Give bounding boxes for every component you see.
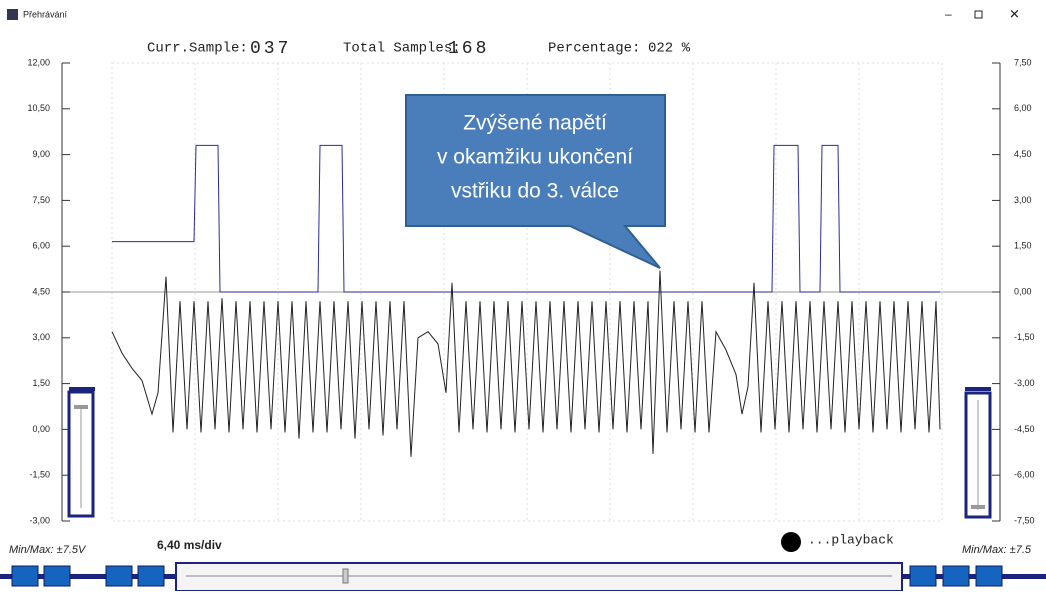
y2-tick-label: 7,50: [1014, 57, 1032, 67]
y-tick-label: 7,50: [32, 195, 50, 205]
y2-tick-label: -6,00: [1014, 470, 1035, 480]
toolbar: [0, 562, 1046, 592]
y-tick-label: 3,00: [32, 332, 50, 342]
seek-knob[interactable]: [342, 568, 349, 584]
seek-bar[interactable]: [175, 562, 903, 592]
y-tick-label: -3,00: [29, 515, 50, 525]
y-tick-label: 4,50: [32, 286, 50, 296]
y-tick-label: 0,00: [32, 424, 50, 434]
pct-value: 022 %: [648, 41, 691, 57]
total-label: Total Samples:: [343, 41, 461, 57]
curr-label: Curr.Sample:: [147, 41, 248, 57]
right-slider: [964, 387, 992, 519]
playback-indicator: [781, 532, 801, 552]
y2-tick-label: -3,00: [1014, 378, 1035, 388]
btn-export[interactable]: [975, 565, 1003, 587]
y2-tick-label: 6,00: [1014, 103, 1032, 113]
timebase: 6,40 ms/div: [157, 538, 222, 552]
window-title: Přehrávání: [23, 9, 68, 19]
total-value: 168: [448, 39, 489, 59]
btn-forward[interactable]: [105, 565, 133, 587]
callout: [405, 94, 666, 269]
left-slider: [67, 387, 95, 518]
app-icon: [7, 9, 18, 20]
maximize[interactable]: [974, 10, 983, 19]
y-tick-label: 1,50: [32, 378, 50, 388]
y2-tick-label: 1,50: [1014, 241, 1032, 251]
close[interactable]: ✕: [1009, 6, 1020, 21]
annotation-line: Zvýšené napětí: [463, 112, 607, 135]
trace: [111, 270, 941, 457]
btn-prev[interactable]: [11, 565, 39, 587]
y2-tick-label: 0,00: [1014, 286, 1032, 296]
minmax-right: Min/Max: ±7.5: [962, 544, 1032, 556]
y-tick-label: 6,00: [32, 241, 50, 251]
y-tick-label: 9,00: [32, 149, 50, 159]
slider-knob[interactable]: [74, 405, 88, 409]
y2-tick-label: 4,50: [1014, 149, 1032, 159]
trace: [112, 144, 940, 293]
annotation-line: v okamžiku ukončení: [437, 146, 633, 169]
btn-save[interactable]: [909, 565, 937, 587]
y2-tick-label: -1,50: [1014, 332, 1035, 342]
slider-knob[interactable]: [971, 505, 985, 509]
y2-tick-label: -4,50: [1014, 424, 1035, 434]
annotation-line: vstřiku do 3. válce: [451, 180, 619, 203]
btn-next[interactable]: [137, 565, 165, 587]
y-tick-label: 12,00: [27, 57, 50, 67]
minimize[interactable]: –: [945, 7, 952, 21]
pct-label: Percentage:: [548, 41, 640, 57]
btn-print[interactable]: [942, 565, 970, 587]
y2-tick-label: 3,00: [1014, 195, 1032, 205]
btn-rewind[interactable]: [43, 565, 71, 587]
playback-label: ...playback: [808, 532, 894, 547]
curr-value: 037: [250, 39, 291, 59]
plot: [62, 144, 1000, 457]
y-tick-label: -1,50: [29, 470, 50, 480]
y-tick-label: 10,50: [27, 103, 50, 113]
minmax-left: Min/Max: ±7.5V: [9, 544, 87, 556]
y2-tick-label: -7,50: [1014, 515, 1035, 525]
